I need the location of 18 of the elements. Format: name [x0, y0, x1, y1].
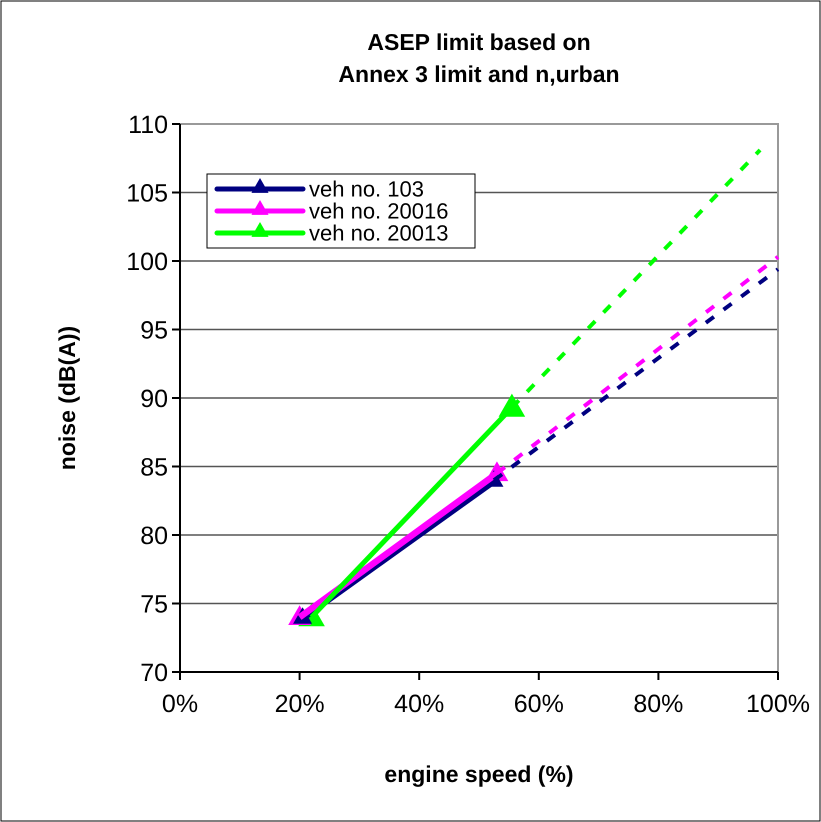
x-tick-label: 100% — [746, 690, 810, 718]
x-tick-label: 80% — [633, 690, 684, 718]
x-axis-title: engine speed (%) — [384, 761, 574, 787]
chart-title: ASEP limit based on Annex 3 limit and n,urban — [338, 29, 620, 87]
y-axis-title: noise (dB(A)) — [54, 326, 80, 470]
x-tick-label: 60% — [514, 690, 564, 718]
x-tick-label: 20% — [274, 690, 325, 718]
y-tick-label: 105 — [126, 179, 168, 208]
x-tick-label: 40% — [394, 690, 444, 718]
x-tick-label: 0% — [162, 690, 198, 718]
y-tick-label: 95 — [140, 316, 168, 344]
y-tick-label: 70 — [140, 658, 168, 687]
y-tick-label: 80 — [140, 522, 168, 550]
y-tick-label: 100 — [126, 248, 168, 276]
y-tick-label: 110 — [128, 110, 168, 139]
y-tick-label: 75 — [140, 590, 168, 618]
y-tick-label: 85 — [140, 453, 168, 482]
y-tick-label: 90 — [140, 384, 168, 413]
